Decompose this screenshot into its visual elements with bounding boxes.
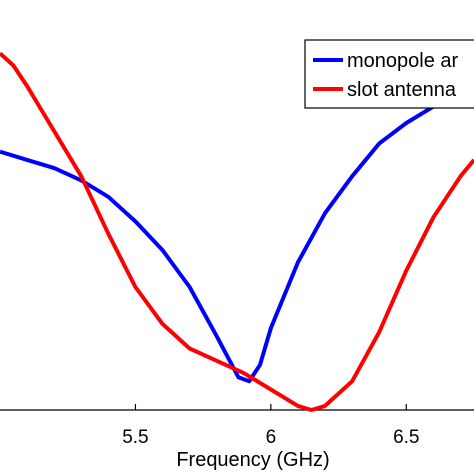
series-layer (0, 51, 474, 412)
series-line-1 (0, 51, 474, 412)
x-tick-label: 6.5 (393, 427, 419, 448)
legend: monopole ar slot antenna (304, 39, 474, 109)
x-tick-label: 5.5 (122, 427, 148, 448)
legend-box (304, 39, 474, 109)
x-tick-label: 6 (266, 427, 277, 448)
legend-label-1: slot antenna (347, 79, 457, 101)
x-axis: 5.5 6 6.5 (122, 404, 419, 448)
x-axis-label: Frequency (GHz) (176, 449, 329, 471)
legend-label-0: monopole ar (347, 50, 459, 72)
series-line-0 (0, 88, 474, 384)
